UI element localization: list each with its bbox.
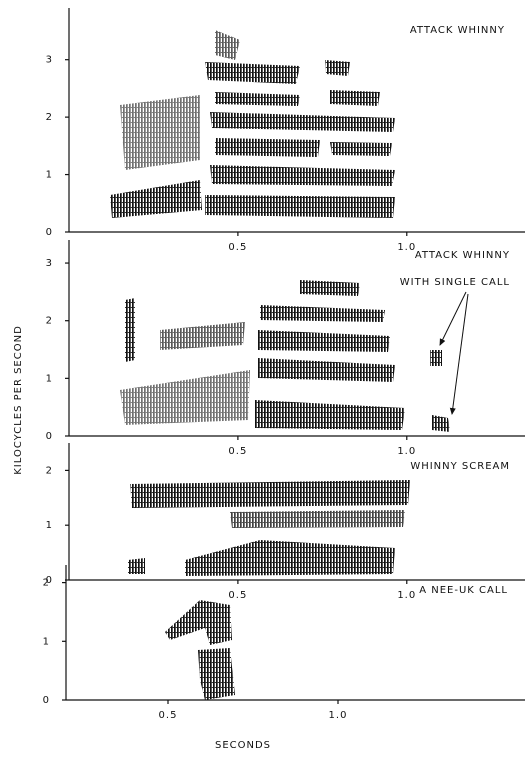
blob [258,358,395,382]
y-tick-label: 0 [46,227,53,238]
blob [125,298,135,362]
blob [430,350,442,366]
blob [330,142,392,156]
x-tick-label: 1.0 [397,242,416,253]
y-tick-label: 3 [46,258,53,269]
y-tick-label: 2 [46,112,53,123]
panel-title: WHINNY SCREAM [410,461,510,472]
blob [165,600,232,645]
blob [258,330,390,352]
x-tick-label: 0.5 [228,446,247,457]
blob [205,62,300,84]
y-tick-label: 2 [43,578,50,589]
arrow [439,291,467,346]
panel-title: ATTACK WHINNY [415,250,510,261]
y-tick-label: 0 [43,695,50,706]
blob [255,400,405,430]
blob [130,480,410,508]
blob [432,415,450,432]
blob [185,540,395,576]
y-tick-label: 0 [46,575,53,586]
y-tick-label: 2 [46,465,53,476]
blob [110,180,202,218]
y-axis-label: KILOCYCLES PER SECOND [13,325,24,475]
blob [210,112,395,132]
blob [260,305,385,322]
x-tick-label: 1.0 [397,590,416,601]
panel-title: WITH SINGLE CALL [400,277,510,288]
blob [160,322,245,350]
panel-title: A NEE-UK CALL [419,585,508,596]
blob [120,370,250,425]
arrow [449,293,469,415]
y-tick-label: 1 [46,520,53,531]
blob [215,30,240,60]
x-tick-label: 0.5 [228,590,247,601]
blob [230,510,405,528]
blob [128,558,145,574]
y-tick-label: 1 [46,170,53,181]
blob [210,165,395,186]
y-tick-label: 3 [46,55,53,66]
y-tick-label: 0 [46,431,53,442]
blob [330,90,380,106]
blob [325,60,350,76]
x-axis-label: SECONDS [215,740,271,751]
y-tick-label: 1 [46,373,53,384]
blob [300,280,360,296]
x-tick-label: 1.0 [397,446,416,457]
panel-title: ATTACK WHINNY [410,25,505,36]
blob [198,648,235,700]
y-tick-label: 1 [43,636,50,647]
blob [205,195,395,218]
spectrogram-marks [110,30,469,700]
x-tick-label: 0.5 [228,242,247,253]
x-tick-label: 0.5 [159,710,178,721]
blob [120,95,200,170]
y-tick-label: 2 [46,316,53,327]
blob [215,138,320,157]
x-tick-label: 1.0 [329,710,348,721]
blob [215,92,300,106]
